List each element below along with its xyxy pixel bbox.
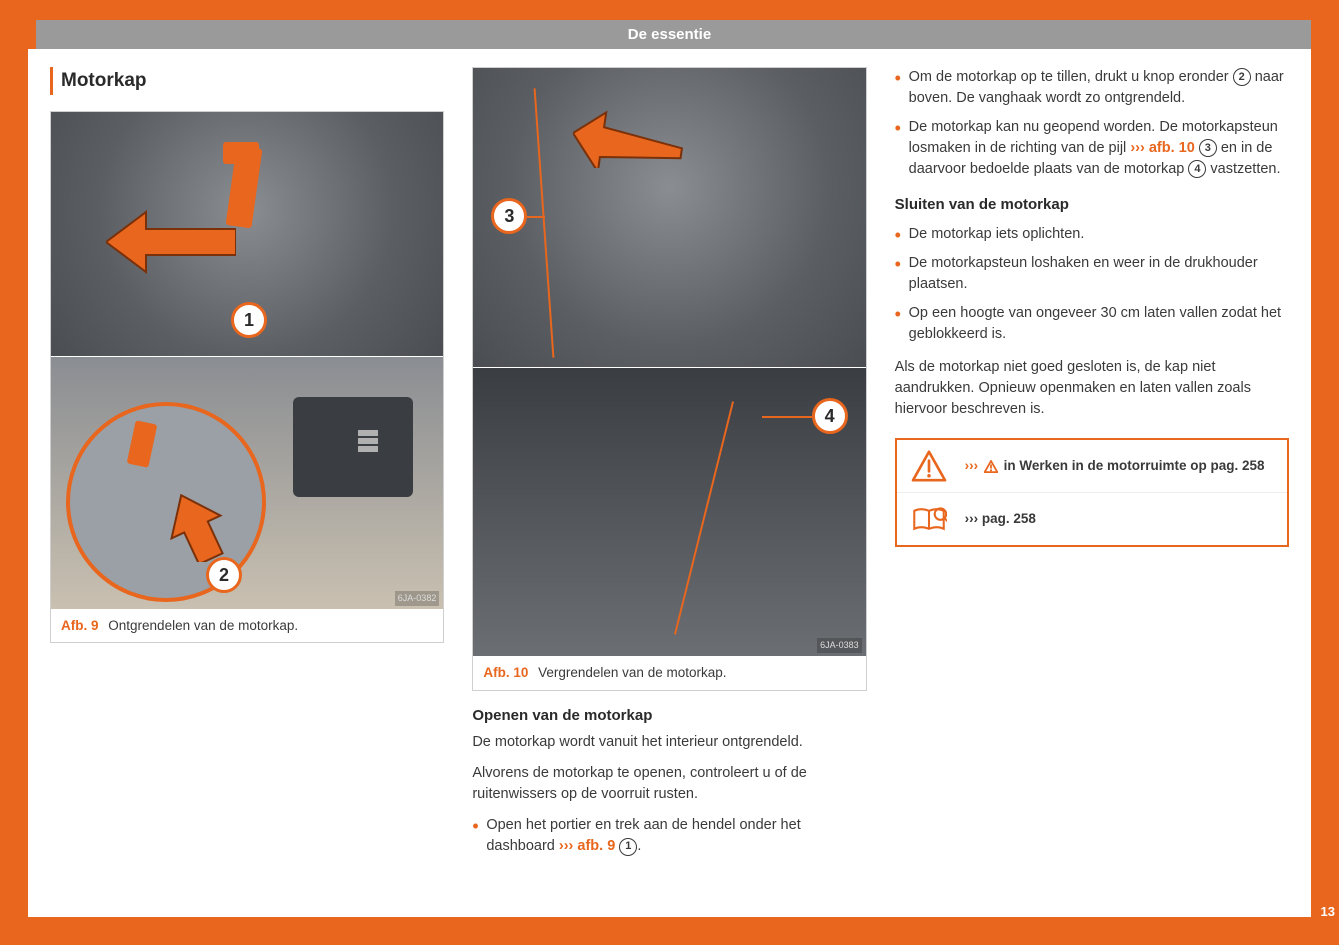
paragraph: Als de motorkap niet goed gesloten is, d… [895,357,1289,420]
open-steps-list-cont: Om de motorkap op te tillen, drukt u kno… [895,67,1289,180]
list-item: Op een hoogte van ongeveer 30 cm laten v… [895,303,1289,345]
figure-9-image-top: 1 [51,112,443,357]
info-row-book: ››› pag. 258 [897,493,1287,545]
open-steps-list: Open het portier en trek aan de hendel o… [472,815,866,857]
info-text: ››› pag. 258 [965,509,1036,529]
info-text: ››› in Werken in de motorruimte op pag. … [965,456,1265,476]
inline-callout: 2 [1233,68,1251,86]
chapter-title: De essentie [628,26,711,43]
figure-10-image-top: 3 [473,68,865,368]
info-box: ››› in Werken in de motorruimte op pag. … [895,438,1289,547]
figure-label: Afb. 10 [483,665,528,680]
close-heading: Sluiten van de motorkap [895,194,1289,216]
warning-triangle-inline-icon [984,460,998,473]
book-icon [911,503,947,535]
inline-callout: 1 [619,838,637,856]
open-heading: Openen van de motorkap [472,705,866,727]
figure-label: Afb. 9 [61,618,99,633]
inline-callout: 4 [1188,160,1206,178]
figure-9: 1 2 6JA-0382 Afb. 9 [50,111,444,644]
list-item: De motorkap kan nu geopend worden. De mo… [895,117,1289,180]
chapter-header: De essentie [28,20,1311,49]
inline-callout: 3 [1199,139,1217,157]
list-item: Open het portier en trek aan de hendel o… [472,815,866,857]
manual-page: De essentie Motorkap 1 [28,20,1311,917]
figure-9-image-bottom: 2 6JA-0382 [51,357,443,609]
paragraph: Alvorens de motorkap te openen, controle… [472,763,866,805]
callout-1: 1 [231,302,267,338]
warning-icon [911,450,947,482]
close-steps-list: De motorkap iets oplichten. De motorkaps… [895,224,1289,345]
list-item: Om de motorkap op te tillen, drukt u kno… [895,67,1289,109]
column-2: 3 4 6JA-0383 Afb. 10 Vergrendelen van de… [472,67,866,869]
header-accent [28,20,36,49]
list-item: De motorkap iets oplichten. [895,224,1289,245]
image-ref-code: 6JA-0383 [817,638,862,653]
cross-ref: ››› afb. 10 [1130,140,1194,156]
callout-2: 2 [206,557,242,593]
section-title: Motorkap [50,67,444,95]
callout-4: 4 [812,398,848,434]
list-item: De motorkapsteun loshaken en weer in de … [895,253,1289,295]
column-3: Om de motorkap op te tillen, drukt u kno… [895,67,1289,869]
info-row-warning: ››› in Werken in de motorruimte op pag. … [897,440,1287,493]
figure-10: 3 4 6JA-0383 Afb. 10 Vergrendelen van de… [472,67,866,691]
cross-ref: ››› afb. 9 [559,838,615,854]
column-1: Motorkap 1 [50,67,444,869]
figure-10-caption: Afb. 10 Vergrendelen van de motorkap. [473,656,865,690]
figure-10-image-bottom: 4 6JA-0383 [473,368,865,656]
page-number: 13 [1321,904,1335,919]
image-ref-code: 6JA-0382 [395,591,440,606]
figure-9-caption: Afb. 9 Ontgrendelen van de motorkap. [51,609,443,643]
paragraph: De motorkap wordt vanuit het interieur o… [472,732,866,753]
content-columns: Motorkap 1 [28,67,1311,889]
